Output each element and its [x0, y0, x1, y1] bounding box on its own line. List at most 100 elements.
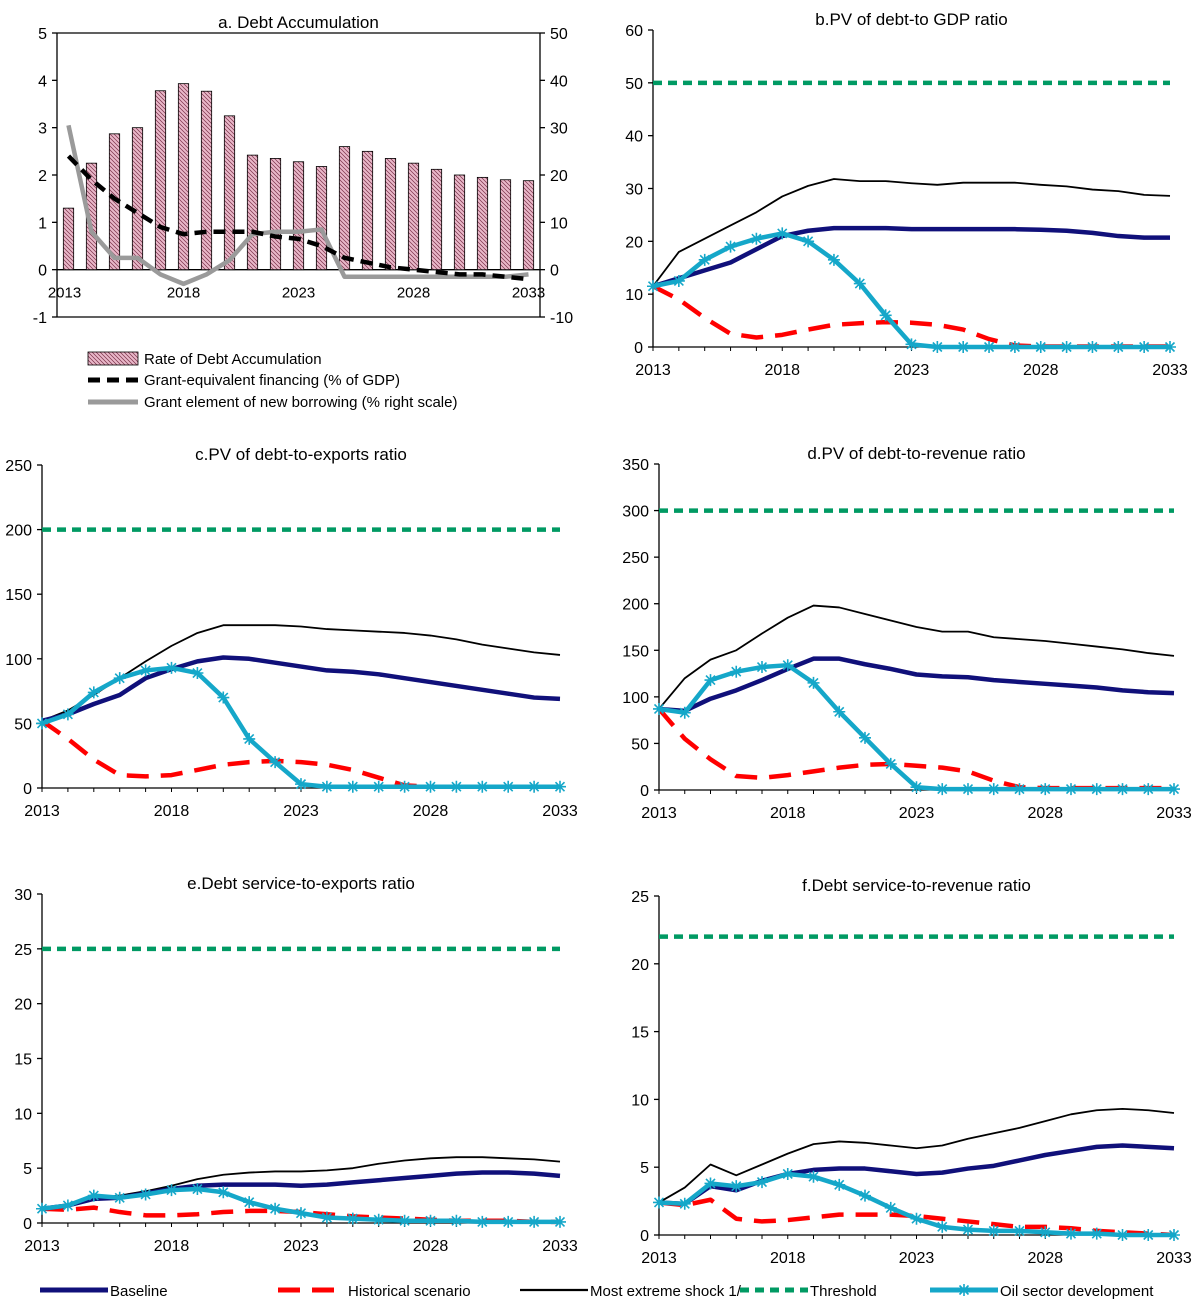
oil-marker [1090, 1227, 1103, 1240]
y-tick-label: 15 [14, 1052, 32, 1069]
x-tick-label: 2033 [1152, 362, 1188, 379]
oil-marker [672, 274, 685, 287]
oil-marker [1116, 1229, 1129, 1241]
oil-line [41, 665, 560, 789]
oil-marker [1086, 341, 1099, 353]
historical-line [651, 284, 1170, 349]
oil-marker [139, 664, 152, 677]
oil-marker [859, 731, 871, 744]
y-tick-label: 60 [625, 23, 643, 40]
panel-title: f.Debt service-to-revenue ratio [802, 876, 1031, 895]
grant-element-line [66, 124, 529, 287]
oil-marker [1168, 783, 1180, 796]
oil-marker [554, 1215, 566, 1228]
panel-f: f.Debt service-to-revenue ratio051015202… [631, 876, 1192, 1267]
debt-accumulation-bar [384, 158, 397, 271]
oil-marker [61, 708, 74, 721]
panel-e: e.Debt service-to-exports ratio051015202… [14, 874, 578, 1255]
oil-marker [502, 780, 515, 793]
x-tick-label: 2013 [635, 362, 671, 379]
oil-marker [653, 702, 665, 715]
debt-accumulation-bar [453, 174, 466, 271]
y-tick-label: 10 [14, 1106, 32, 1123]
oil-marker [87, 686, 100, 699]
y-tick-label: 5 [23, 1161, 32, 1178]
y-tick-label: 50 [625, 76, 643, 93]
y-tick-label: 250 [5, 458, 32, 475]
y-tick-label: 20 [14, 997, 32, 1014]
panel-title: d.PV of debt-to-revenue ratio [807, 444, 1025, 463]
debt-accumulation-bar [269, 158, 282, 271]
oil-marker [833, 1178, 846, 1191]
panel-title: b.PV of debt-to GDP ratio [815, 10, 1007, 29]
x-tick-label: 2013 [641, 805, 677, 822]
debt-accumulation-bar [62, 207, 75, 271]
legend-grant-element-label: Grant element of new borrowing (% right … [144, 394, 457, 411]
x-tick-label: 2028 [1027, 805, 1063, 822]
oil-marker [859, 1189, 871, 1202]
debt-accumulation-bar [154, 90, 167, 271]
baseline-line [41, 655, 561, 723]
y-tick-label: 200 [622, 597, 649, 614]
debt-accumulation-bar [292, 161, 305, 271]
oil-marker [730, 1180, 743, 1193]
y-tick-label: 5 [640, 1160, 649, 1177]
legend-threshold-label: Threshold [810, 1283, 877, 1300]
oil-marker [756, 1176, 768, 1189]
y-tick-label: 50 [14, 716, 32, 733]
oil-marker [476, 780, 489, 793]
oil-marker [502, 1215, 515, 1228]
x-tick-label: 2023 [899, 1250, 935, 1267]
x-tick-label: 2018 [770, 805, 806, 822]
y-tick-label: 10 [631, 1092, 649, 1109]
oil-marker [936, 1220, 949, 1233]
oil-marker [269, 1202, 282, 1215]
oil-marker [730, 665, 743, 678]
debt-accumulation-bar [476, 176, 489, 271]
x-tick-label: 2018 [154, 1238, 190, 1255]
oil-marker [802, 235, 815, 248]
x-tick-label: 2013 [641, 1250, 677, 1267]
y-tick-label: 1 [38, 215, 47, 232]
oil-marker [884, 757, 897, 770]
oil-marker [853, 277, 866, 290]
y-tick-label: 100 [5, 652, 32, 669]
oil-marker [987, 1224, 1000, 1237]
debt-accumulation-bar [131, 127, 144, 271]
x-tick-label: 2013 [24, 1238, 60, 1255]
legend-baseline-label: Baseline [110, 1283, 168, 1300]
y2-tick-label: 40 [550, 73, 568, 90]
y-tick-label: 300 [622, 504, 649, 521]
oil-marker [372, 780, 385, 793]
x-tick-label: 2028 [1023, 362, 1059, 379]
x-tick-label: 2033 [542, 1238, 578, 1255]
oil-marker [1112, 341, 1125, 353]
y-tick-label: 0 [23, 1216, 32, 1233]
oil-marker [807, 1170, 820, 1183]
x-tick-label: 2028 [413, 803, 449, 820]
y-tick-label: 20 [625, 234, 643, 251]
x-tick-label: 2028 [397, 285, 430, 302]
oil-marker [346, 780, 359, 793]
oil-marker [191, 667, 204, 680]
oil-marker [554, 780, 566, 793]
oil-marker [1065, 1227, 1077, 1240]
x-tick-label: 2033 [1156, 1250, 1192, 1267]
y2-tick-label: -10 [550, 310, 573, 327]
oil-marker [678, 706, 691, 719]
y-tick-label: -1 [33, 310, 47, 327]
y-tick-label: 3 [38, 121, 47, 138]
y-tick-label: 0 [23, 781, 32, 798]
y-tick-label: 5 [38, 26, 47, 43]
oil-marker [776, 227, 789, 240]
oil-marker [36, 1202, 48, 1215]
debt-accumulation-bar [361, 150, 374, 271]
y-tick-label: 100 [622, 690, 649, 707]
oil-marker [936, 783, 949, 796]
oil-marker [1039, 1226, 1052, 1239]
x-tick-label: 2028 [413, 1238, 449, 1255]
x-tick-label: 2013 [24, 803, 60, 820]
legend-bar-swatch [87, 351, 139, 366]
extreme-line [41, 624, 561, 722]
oil-marker [704, 674, 717, 687]
